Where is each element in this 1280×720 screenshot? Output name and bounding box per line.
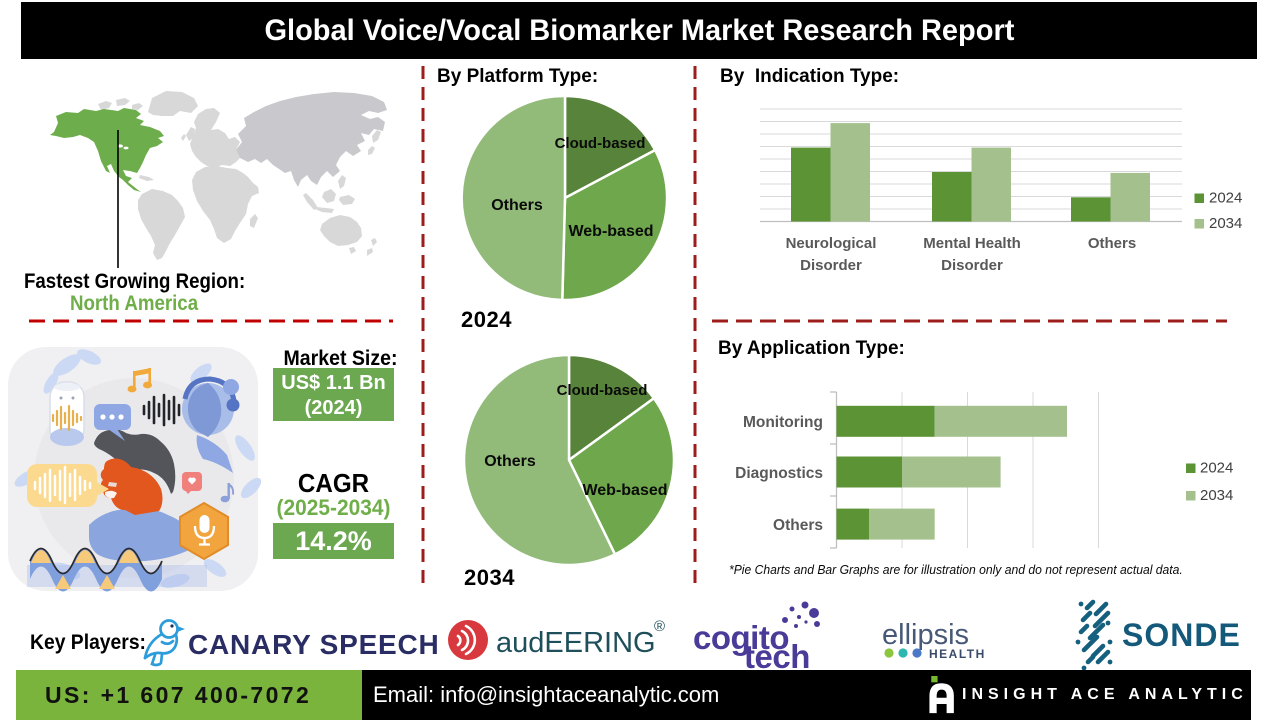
svg-text:Cloud-based: Cloud-based bbox=[557, 382, 648, 399]
svg-text:2034: 2034 bbox=[1200, 487, 1233, 504]
svg-text:CANARY SPEECH: CANARY SPEECH bbox=[188, 629, 440, 660]
svg-text:®: ® bbox=[654, 618, 665, 635]
svg-text:Web-based: Web-based bbox=[568, 223, 653, 240]
svg-text:Others: Others bbox=[1088, 235, 1136, 252]
svg-text:tech: tech bbox=[744, 638, 810, 670]
svg-text:cogito: cogito bbox=[693, 619, 789, 656]
svg-text:ellipsis: ellipsis bbox=[882, 619, 969, 651]
svg-text:2024: 2024 bbox=[1200, 460, 1233, 477]
svg-text:Neurological: Neurological bbox=[786, 235, 877, 252]
svg-text:Diagnostics: Diagnostics bbox=[735, 465, 823, 482]
svg-text:Cloud-based: Cloud-based bbox=[555, 135, 646, 152]
svg-text:2024: 2024 bbox=[1209, 190, 1242, 207]
svg-text:Disorder: Disorder bbox=[800, 257, 862, 274]
svg-text:SONDE: SONDE bbox=[1122, 617, 1241, 653]
svg-text:Mental Health: Mental Health bbox=[923, 235, 1021, 252]
svg-text:Disorder: Disorder bbox=[941, 257, 1003, 274]
svg-text:Others: Others bbox=[484, 453, 536, 470]
svg-text:audEERING: audEERING bbox=[496, 627, 656, 659]
svg-text:Others: Others bbox=[773, 517, 823, 534]
svg-text:HEALTH: HEALTH bbox=[929, 647, 986, 661]
svg-text:Others: Others bbox=[491, 197, 543, 214]
svg-text:Web-based: Web-based bbox=[582, 482, 667, 499]
svg-text:Monitoring: Monitoring bbox=[743, 414, 823, 431]
svg-text:2034: 2034 bbox=[1209, 215, 1242, 232]
